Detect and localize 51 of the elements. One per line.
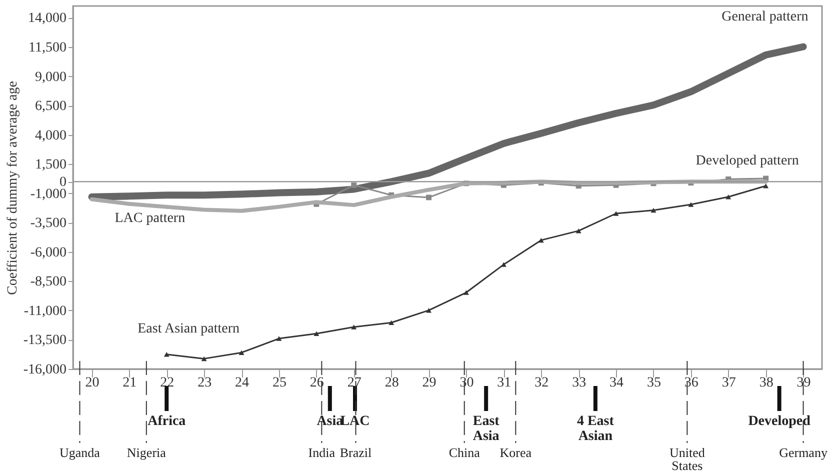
ref-line-label: India [308,445,336,460]
x-tick-label: 22 [160,376,174,390]
y-tick-label: -6,000 [30,245,66,260]
x-tick-label: 26 [310,376,324,390]
x-tick-label: 20 [85,376,100,390]
ref-line-label: Developed [748,414,811,429]
y-tick-label: -8,500 [30,274,66,290]
series-label: East Asian pattern [138,321,240,336]
y-tick-label: -16,000 [23,362,66,378]
x-tick-label: 36 [684,376,698,390]
ref-line-label: 4 East Asian [576,414,614,444]
y-tick-label: -3,500 [30,216,66,232]
y-tick-label: 9,000 [35,70,66,85]
x-tick-label: 27 [347,376,362,390]
ref-line-label: Africa [148,414,186,429]
x-tick-label: 35 [646,376,661,390]
series-label: LAC pattern [114,211,186,226]
y-tick-label: 6,500 [35,99,66,114]
x-tick-label: 32 [534,376,549,390]
ref-line-label: Asia [316,414,344,429]
x-tick-label: 38 [759,376,774,390]
x-tick-label: 30 [460,376,474,390]
x-tick-label: 23 [198,376,212,390]
ref-line-label: Germany [779,445,828,460]
x-tick-label: 25 [272,376,286,390]
x-tick-label: 37 [722,376,736,390]
x-tick-label: 31 [497,376,512,390]
ref-line-label: United States [669,445,706,473]
y-tick-label: 11,500 [28,40,66,56]
series-label: General pattern [722,10,808,25]
ref-line-label: Korea [500,445,532,460]
y-tick-label: 1,500 [35,158,66,173]
y-tick-label: -1,000 [30,186,66,202]
ref-line-label: Brazil [340,445,372,460]
y-tick-label: -11,000 [24,304,66,319]
y-tick-label: -13,500 [23,333,66,348]
ref-line-label: China [448,445,480,460]
y-tick-label: 4,000 [35,128,66,144]
x-tick-label: 24 [235,376,250,390]
x-tick-label: 33 [572,376,586,390]
x-tick-label: 28 [384,376,399,390]
y-tick-label: 14,000 [28,11,66,26]
x-tick-label: 39 [796,376,811,390]
ref-line-label: Uganda [60,445,100,460]
ref-line-label: East Asia [472,414,500,444]
x-tick-label: 34 [610,376,624,390]
x-tick-label: 21 [122,376,137,390]
series-label: Developed pattern [696,153,799,168]
ref-line-label: Nigeria [126,445,166,460]
x-tick-label: 29 [422,376,436,390]
y-axis-title: Coefficient of dummy for average age [5,81,20,295]
